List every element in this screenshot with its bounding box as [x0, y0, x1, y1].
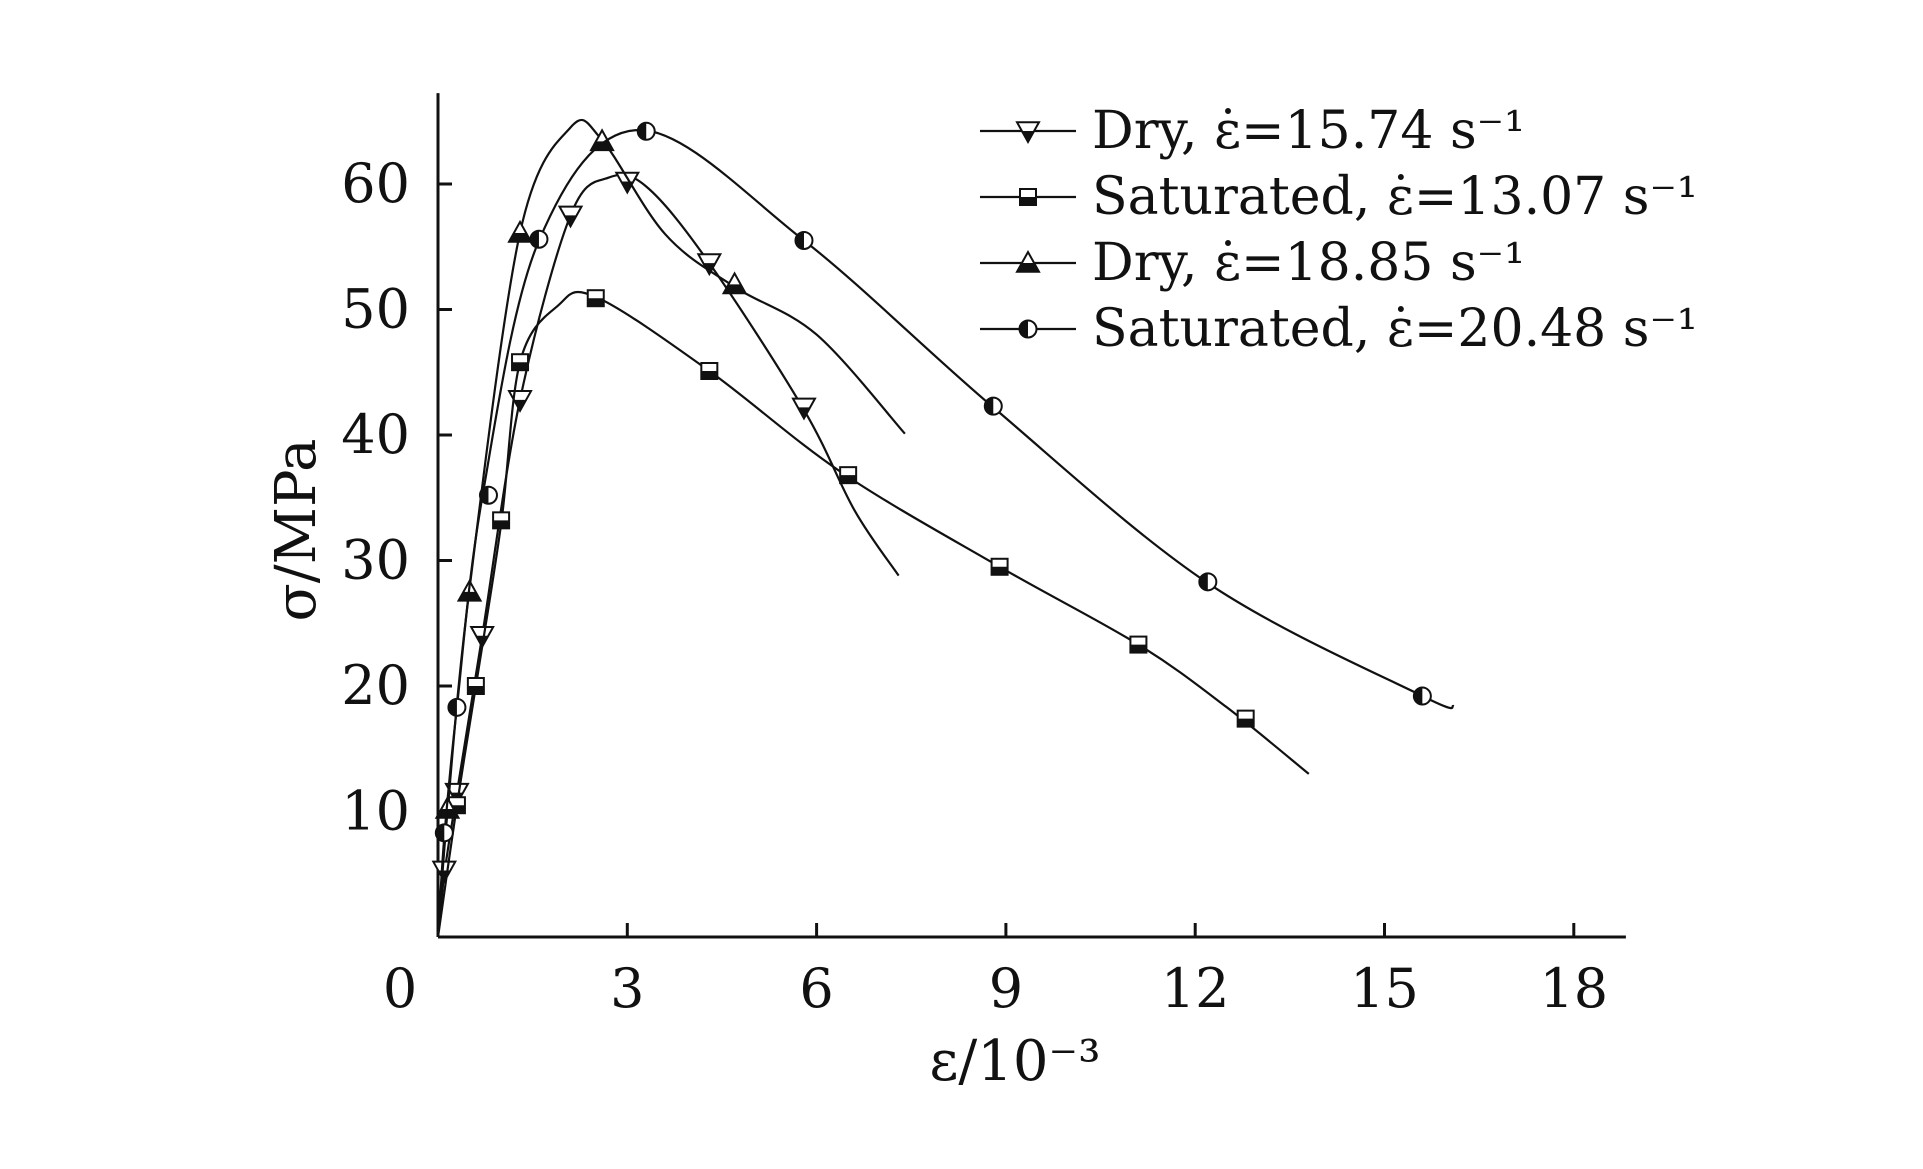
data-point	[434, 823, 454, 843]
legend-label: Dry, ε̇=18.85 s⁻¹	[1092, 233, 1525, 293]
x-tick-label: 18	[1539, 957, 1608, 1020]
axis-ticks: 3 6 9 12 15 18 10 20 30 40 50 60 0	[341, 152, 1608, 1020]
x-tick-label: 12	[1161, 957, 1230, 1020]
data-point	[700, 361, 719, 380]
legend-item-4: Saturated, ε̇=20.48 s⁻¹	[980, 299, 1698, 359]
data-point	[990, 557, 1009, 576]
data-point	[839, 466, 858, 485]
data-point	[721, 271, 748, 295]
legend-marker	[1019, 188, 1037, 206]
x-tick-label: 9	[989, 957, 1023, 1020]
data-point	[507, 219, 533, 243]
series-layer	[431, 118, 1455, 938]
legend-item-2: Saturated, ε̇=13.07 s⁻¹	[980, 167, 1698, 227]
legend-marker	[1015, 121, 1041, 145]
data-point	[791, 397, 817, 421]
data-point	[478, 485, 498, 505]
y-tick-label: 50	[341, 278, 410, 341]
series-4	[434, 121, 1455, 938]
legend-marker	[1018, 319, 1038, 339]
legend-item-1: Dry, ε̇=15.74 s⁻¹	[980, 101, 1525, 161]
origin-label: 0	[383, 957, 417, 1020]
data-point	[636, 121, 656, 141]
legend-label: Saturated, ε̇=20.48 s⁻¹	[1092, 299, 1698, 359]
y-tick-label: 60	[341, 152, 410, 215]
data-point	[1236, 709, 1255, 728]
series-1	[431, 171, 900, 938]
x-axis-label: ε/10⁻³	[929, 1029, 1100, 1094]
data-point	[447, 697, 467, 717]
axes	[436, 93, 1626, 939]
legend-marker	[1015, 249, 1041, 273]
legend-label: Saturated, ε̇=13.07 s⁻¹	[1092, 167, 1698, 227]
series-line	[436, 290, 1310, 938]
data-point	[511, 353, 530, 372]
legend-item-3: Dry, ε̇=18.85 s⁻¹	[980, 233, 1525, 293]
x-tick-label: 3	[610, 957, 644, 1020]
data-point	[589, 128, 615, 152]
y-tick-label: 20	[341, 654, 410, 717]
y-tick-label: 30	[341, 529, 410, 592]
y-tick-label: 10	[341, 780, 410, 843]
data-point	[1129, 635, 1148, 654]
y-axis-label: σ/MPa	[264, 439, 329, 622]
data-point	[466, 677, 485, 695]
data-point	[1198, 572, 1218, 592]
x-tick-label: 6	[799, 957, 833, 1020]
data-point	[492, 511, 511, 530]
y-tick-label: 40	[341, 403, 410, 466]
data-point	[696, 253, 723, 277]
series-line	[436, 173, 900, 938]
data-point	[1412, 686, 1432, 706]
x-tick-label: 15	[1350, 957, 1419, 1020]
data-point	[557, 205, 584, 229]
data-point	[794, 230, 814, 250]
series-2	[436, 289, 1310, 938]
data-point	[586, 289, 605, 308]
data-point	[529, 229, 549, 249]
data-point	[983, 396, 1003, 416]
legend-label: Dry, ε̇=15.74 s⁻¹	[1092, 101, 1525, 161]
